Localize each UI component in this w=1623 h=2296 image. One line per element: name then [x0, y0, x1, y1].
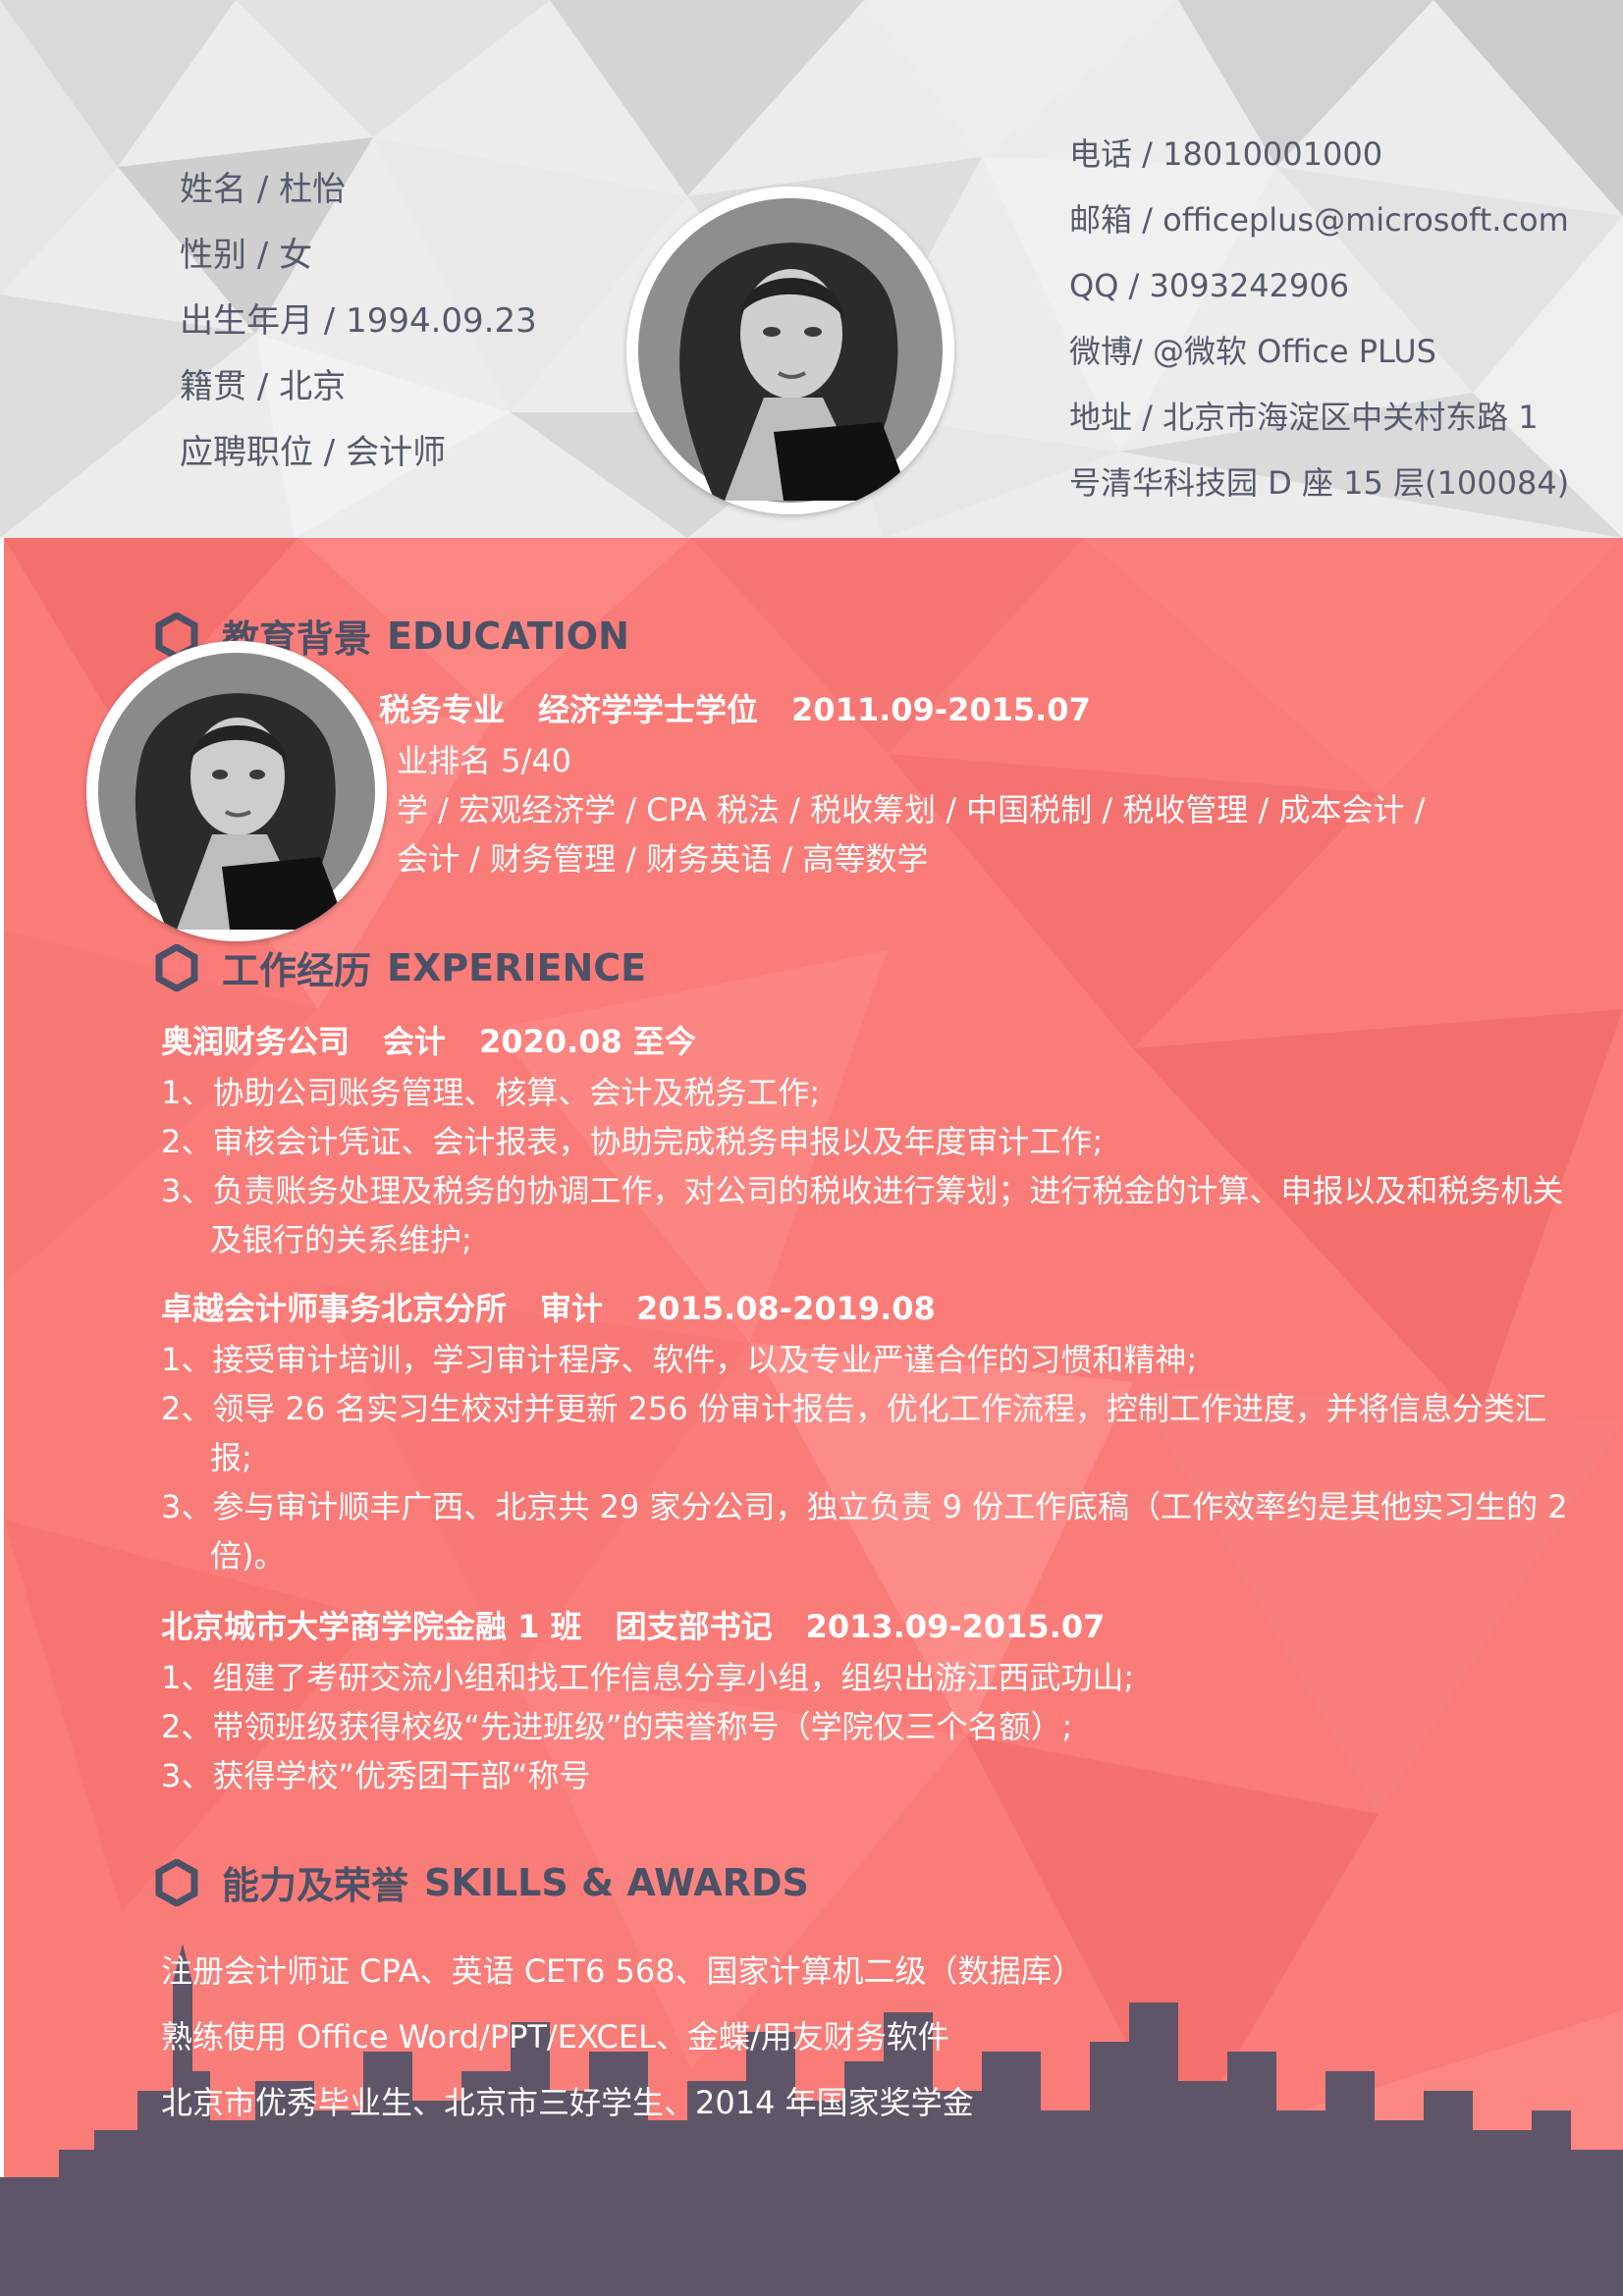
job-item: 3、参与审计顺丰广西、北京共 29 家分公司，独立负责 9 份工作底稿（工作效率… [161, 1488, 1568, 1525]
job-header: 奥润财务公司 会计 2020.08 至今 [161, 1017, 696, 1062]
hexagon-icon [155, 1858, 198, 1906]
position-row: 应聘职位 / 会计师 [180, 420, 537, 486]
organization: 北京城市大学商学院金融 1 班 [161, 1608, 582, 1645]
job-header: 北京城市大学商学院金融 1 班团支部书记 2013.09-2015.07 [161, 1602, 1105, 1647]
separator: / [246, 367, 280, 406]
skill-item: 北京市优秀毕业生、北京市三好学生、2014 年国家奖学金 [161, 2084, 974, 2121]
job-item: 1、组建了考研交流小组和找工作信息分享小组，组织出游江西武功山; [161, 1659, 1135, 1696]
education-courses-2: 会计 / 财务管理 / 财务英语 / 高等数学 [397, 840, 929, 878]
skill-item: 注册会计师证 CPA、英语 CET6 568、国家计算机二级（数据库） [161, 1952, 1084, 1990]
education-degree: 经济学学士学位 [538, 691, 759, 728]
company: 奥润财务公司 [161, 1023, 351, 1060]
hometown-label: 籍贯 [180, 367, 246, 406]
job-period: 2015.08-2019.08 [636, 1290, 936, 1327]
avatar-photo-overlay [86, 641, 387, 941]
skills-title: 能力及荣誉 SKILLS & AWARDS [155, 1855, 809, 1909]
position-label: 应聘职位 [180, 433, 313, 472]
job-item: 2、领导 26 名实习生校对并更新 256 份审计报告，优化工作流程，控制工作进… [161, 1390, 1546, 1427]
job-item: 3、负责账务处理及税务的协调工作，对公司的税收进行筹划；进行税金的计算、申报以及… [161, 1172, 1564, 1209]
job-item-continued: 报; [210, 1439, 252, 1476]
job-item: 1、协助公司账务管理、核算、会计及税务工作; [161, 1074, 821, 1111]
qq: QQ / 3093242906 [1069, 267, 1350, 304]
job-role: 审计 [540, 1290, 604, 1327]
header-background [0, 0, 1623, 538]
company: 卓越会计师事务北京分所 [161, 1290, 508, 1327]
email: 邮箱 / officeplus@microsoft.com [1069, 201, 1569, 239]
gender-value: 女 [279, 236, 313, 275]
job-period: 2013.09-2015.07 [805, 1608, 1106, 1645]
hexagon-icon [155, 943, 198, 991]
education-title-en: EDUCATION [387, 614, 629, 658]
education-period: 2011.09-2015.07 [791, 691, 1091, 728]
name-label: 姓名 [180, 170, 246, 209]
job-item: 1、接受审计培训，学习审计程序、软件，以及专业严谨合作的习惯和精神; [161, 1341, 1198, 1378]
skills-title-cn: 能力及荣誉 [222, 1864, 409, 1907]
address-line-1: 地址 / 北京市海淀区中关村东路 1 [1069, 399, 1539, 436]
job-role: 团支部书记 [615, 1608, 773, 1645]
body-background [4, 538, 1623, 2296]
experience-title-en: EXPERIENCE [387, 945, 647, 989]
hometown-value: 北京 [279, 367, 347, 406]
name-row: 姓名 / 杜怡 [180, 157, 537, 223]
avatar-photo [626, 187, 954, 514]
experience-title: 工作经历 EXPERIENCE [155, 940, 646, 994]
education-courses-1: 学 / 宏观经济学 / CPA 税法 / 税收筹划 / 中国税制 / 税收管理 … [397, 791, 1426, 828]
birth-row: 出生年月 / 1994.09.23 [180, 289, 537, 354]
birth-label: 出生年月 [180, 301, 313, 341]
experience-title-cn: 工作经历 [222, 949, 372, 992]
job-header: 卓越会计师事务北京分所 审计 2015.08-2019.08 [161, 1284, 936, 1329]
education-rank: 业排名 5/40 [397, 742, 572, 779]
city-skyline-illustration [0, 1924, 1623, 2296]
education-header: 税务专业 经济学学士学位 2011.09-2015.07 [379, 685, 1091, 730]
personal-info: 姓名 / 杜怡 性别 / 女 出生年月 / 1994.09.23 籍贯 / 北京… [180, 157, 537, 486]
gender-label: 性别 [180, 236, 246, 275]
contact-info: 电话 / 18010001000 邮箱 / officeplus@microso… [1069, 122, 1569, 516]
job-item: 2、审核会计凭证、会计报表，协助完成税务申报以及年度审计工作; [161, 1123, 1104, 1160]
separator: / [313, 433, 347, 472]
gender-row: 性别 / 女 [180, 223, 537, 289]
job-item-continued: 及银行的关系维护; [210, 1221, 472, 1258]
position-value: 会计师 [346, 433, 447, 472]
education-title: 教育背景 EDUCATION [155, 609, 629, 663]
job-role: 会计 [383, 1023, 447, 1060]
separator: / [246, 236, 280, 275]
birth-value: 1994.09.23 [346, 301, 537, 341]
job-period: 2020.08 至今 [479, 1023, 696, 1060]
job-item: 3、获得学校”优秀团干部“称号 [161, 1757, 591, 1794]
weibo: 微博/ @微软 Office PLUS [1069, 333, 1436, 370]
separator: / [313, 301, 347, 341]
job-item-continued: 倍)。 [210, 1537, 286, 1575]
hometown-row: 籍贯 / 北京 [180, 354, 537, 420]
separator: / [246, 170, 280, 209]
skill-item: 熟练使用 Office Word/PPT/EXCEL、金蝶/用友财务软件 [161, 2018, 949, 2056]
education-major: 税务专业 [379, 691, 506, 728]
address-line-2: 号清华科技园 D 座 15 层(100084) [1069, 464, 1570, 502]
skills-title-en: SKILLS & AWARDS [424, 1860, 809, 1904]
phone: 电话 / 18010001000 [1069, 135, 1383, 173]
job-item: 2、带领班级获得校级“先进班级”的荣誉称号（学院仅三个名额）; [161, 1708, 1073, 1745]
name-value: 杜怡 [279, 170, 347, 209]
